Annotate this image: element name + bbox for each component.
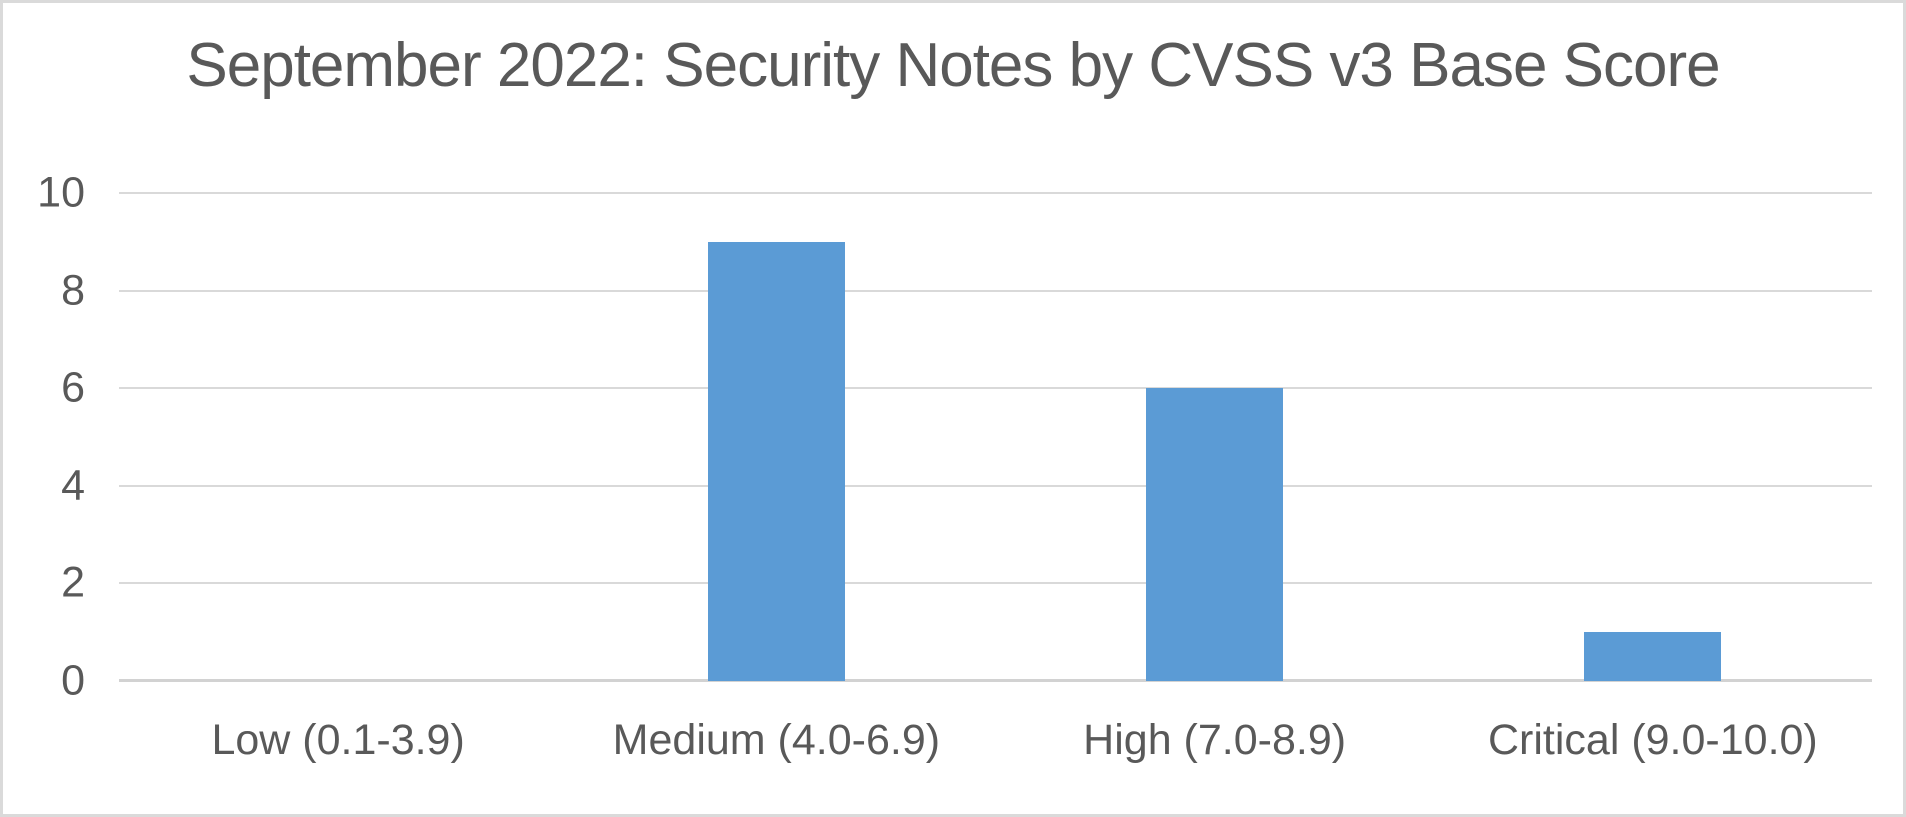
y-tick-label: 0 — [61, 656, 85, 705]
plot-area — [119, 192, 1872, 682]
bar-critical — [1584, 632, 1722, 681]
bar-slot — [996, 193, 1434, 681]
bar-series — [119, 193, 1872, 681]
gridline — [119, 387, 1872, 390]
bar-slot — [1434, 193, 1872, 681]
gridline — [119, 484, 1872, 487]
bar-slot — [119, 193, 557, 681]
y-tick-label: 4 — [61, 461, 85, 510]
y-tick-label: 2 — [61, 558, 85, 607]
gridline — [119, 582, 1872, 585]
chart-title: September 2022: Security Notes by CVSS v… — [186, 31, 1720, 100]
bar-high — [1146, 388, 1284, 681]
y-axis: 0 2 4 6 8 10 — [3, 171, 85, 702]
bar-slot — [557, 193, 995, 681]
x-axis-label: Medium (4.0-6.9) — [612, 716, 941, 764]
gridline — [119, 289, 1872, 292]
gridline — [119, 192, 1872, 194]
x-axis-line — [119, 679, 1872, 682]
y-tick-label: 10 — [37, 168, 85, 217]
y-tick-label: 6 — [61, 363, 85, 412]
bar-medium — [707, 241, 845, 681]
x-axis-label: Critical (9.0-10.0) — [1487, 716, 1818, 764]
x-axis-label: Low (0.1-3.9) — [211, 716, 465, 764]
x-axis-label: High (7.0-8.9) — [1083, 716, 1347, 764]
y-tick-label: 8 — [61, 266, 85, 315]
x-axis: Low (0.1-3.9) Medium (4.0-6.9) High (7.0-8… — [119, 713, 1872, 767]
